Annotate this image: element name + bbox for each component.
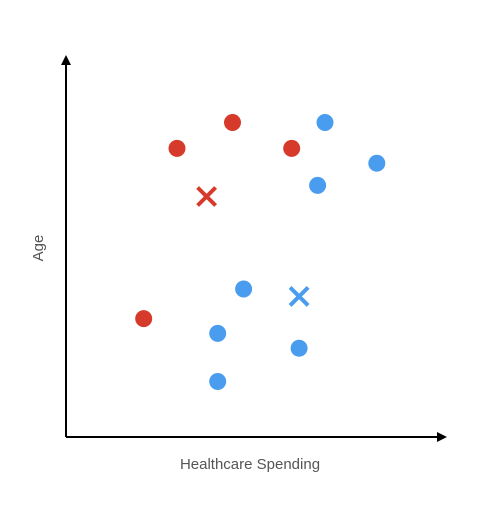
point [235,280,253,298]
x-axis-label: Healthcare Spending [180,456,320,473]
marker-stroke [196,186,218,207]
point [135,310,153,328]
point [309,176,327,194]
point [368,154,386,172]
point [209,373,227,390]
centroid-marker [288,285,310,307]
point [316,114,334,131]
point [290,339,308,357]
y-axis-label: Age [30,235,47,262]
marker-stroke [288,285,310,307]
point [224,114,241,131]
centroid-marker [196,186,218,207]
point [283,139,301,157]
point [168,139,186,157]
point [209,324,227,342]
